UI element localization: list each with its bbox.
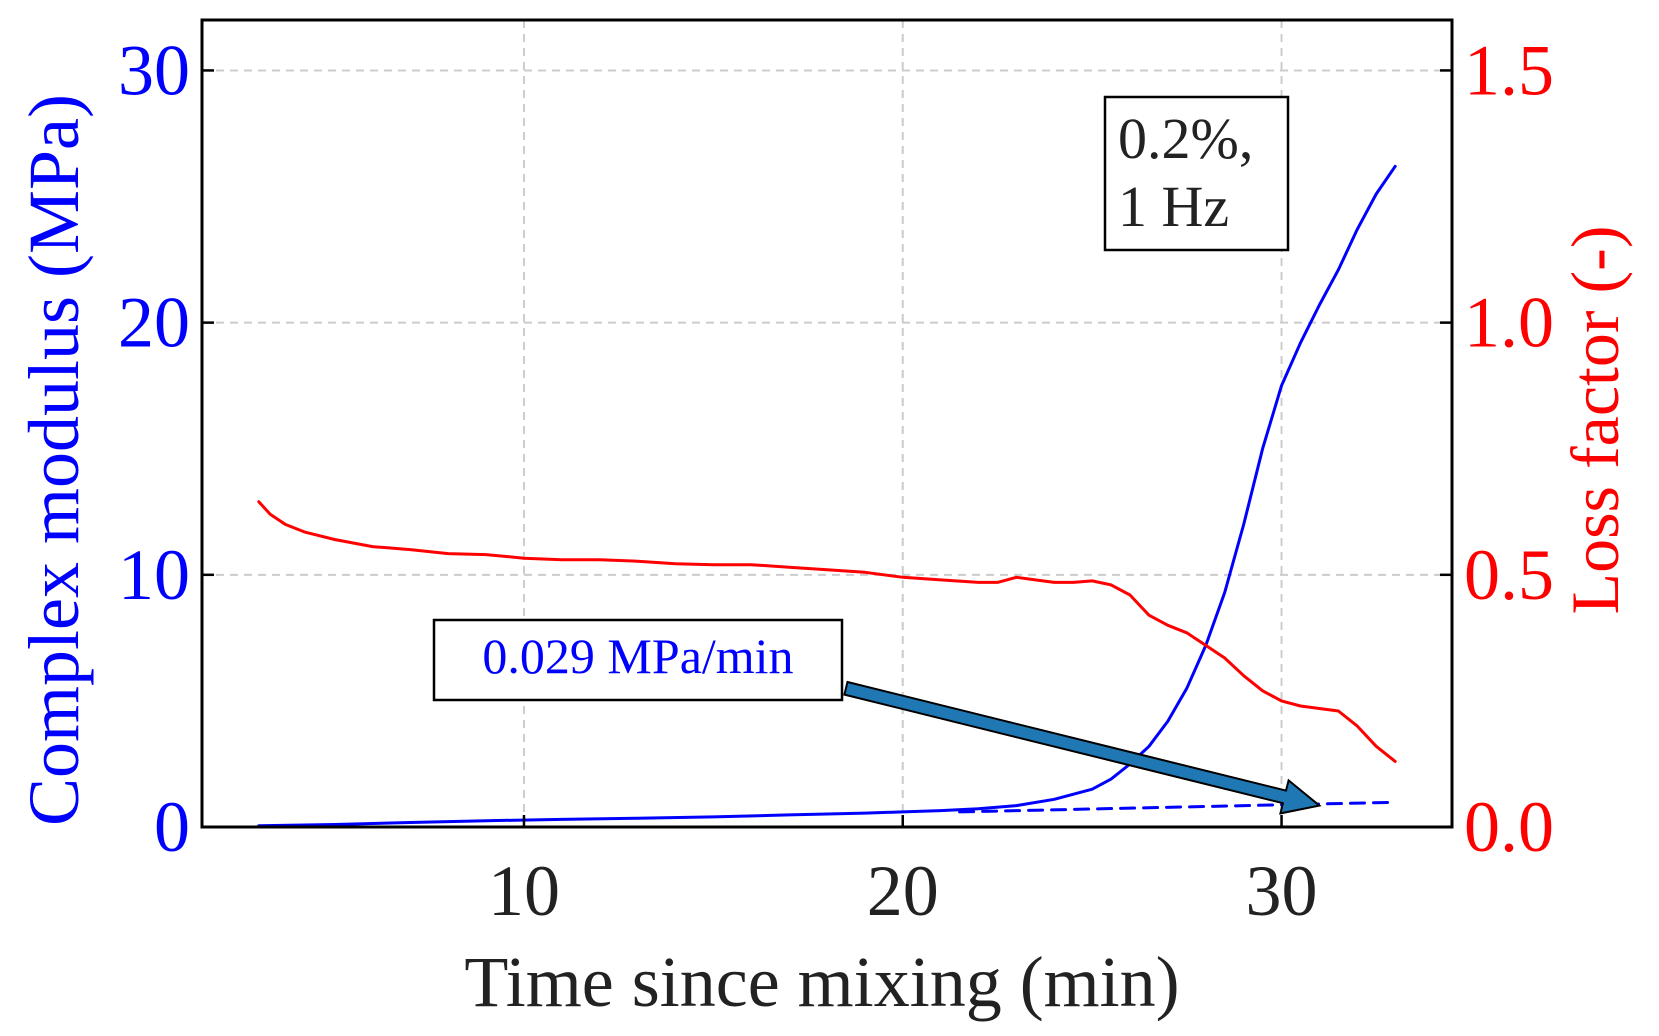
y-tick-label-left: 30 (118, 30, 190, 110)
y-tick-label-right: 1.0 (1464, 283, 1554, 363)
rate-label: 0.029 MPa/min (482, 628, 793, 684)
x-axis-label: Time since mixing (min) (464, 942, 1179, 1022)
condition-line-2: 1 Hz (1118, 174, 1229, 239)
y-axis-label-right: Loss factor (-) (1557, 226, 1633, 615)
condition-label-box (1103, 95, 1290, 252)
condition-annotation: 0.2%, 1 Hz (1103, 95, 1290, 252)
loss-factor-line (257, 500, 1397, 763)
y-tick-label-left: 0 (154, 787, 190, 867)
linear-fit-line (958, 800, 1397, 814)
y-axis-label-left: Complex modulus (MPa) (14, 94, 94, 826)
x-tick-label: 20 (867, 851, 939, 931)
y-tick-label-left: 10 (118, 535, 190, 615)
series-group (257, 164, 1397, 828)
y-tick-label-right: 1.5 (1464, 30, 1554, 110)
complex-modulus-line (257, 164, 1397, 828)
ticks: 10 20 30 0 10 20 30 0.0 0.5 1.0 1.5 (118, 30, 1554, 931)
y-tick-label-left: 20 (118, 283, 190, 363)
x-tick-label: 10 (488, 851, 560, 931)
plot-frame (200, 18, 1454, 829)
x-tick-label: 30 (1246, 851, 1318, 931)
condition-line-1: 0.2%, (1118, 106, 1253, 171)
y-tick-label-right: 0.5 (1464, 535, 1554, 615)
y-tick-label-right: 0.0 (1464, 787, 1554, 867)
rate-annotation: 0.029 MPa/min (432, 618, 1322, 815)
rate-arrow (843, 680, 1322, 815)
rate-label-box (432, 618, 844, 702)
